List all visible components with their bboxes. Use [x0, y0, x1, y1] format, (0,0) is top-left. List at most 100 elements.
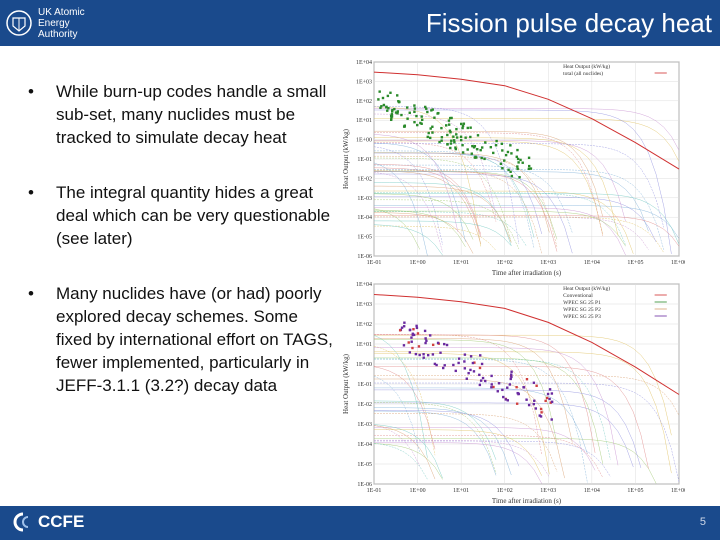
- nuclide-marker: [449, 116, 452, 120]
- nuclide-marker: [420, 122, 423, 125]
- x-tick-label: 1E+00: [410, 260, 426, 266]
- nuclide-marker: [469, 135, 472, 139]
- total-heat-series-line: [373, 294, 680, 395]
- nuclide-marker: [448, 129, 452, 132]
- nuclide-marker: [497, 382, 501, 385]
- nuclide-marker: [492, 385, 495, 389]
- nuclide-marker: [403, 125, 406, 128]
- nuclide-marker: [515, 385, 518, 389]
- nuclide-curve: [374, 192, 626, 246]
- nuclide-marker: [492, 151, 495, 155]
- y-tick-label: 1E+02: [356, 322, 372, 328]
- nuclide-marker: [450, 116, 453, 120]
- nuclide-curve: [374, 351, 672, 474]
- nuclide-marker: [521, 161, 524, 164]
- nuclide-marker: [457, 357, 461, 360]
- nuclide-marker: [515, 402, 519, 405]
- y-axis-label: Heat Output (kW/kg): [342, 353, 350, 414]
- nuclide-curve: [373, 193, 474, 240]
- nuclide-marker: [504, 153, 508, 157]
- nuclide-marker: [479, 148, 482, 152]
- legend-entry: Conventional: [563, 293, 593, 299]
- x-tick-label: 1E+04: [584, 488, 600, 494]
- x-tick-label: 1E+03: [540, 260, 556, 266]
- nuclide-curve: [374, 137, 619, 236]
- nuclide-marker: [507, 168, 510, 172]
- nuclide-marker: [377, 98, 380, 101]
- nuclide-marker: [550, 400, 554, 403]
- nuclide-curve: [374, 215, 680, 247]
- y-tick-label: 1E-04: [357, 442, 372, 448]
- nuclide-curve: [374, 193, 680, 245]
- nuclide-marker: [518, 176, 521, 179]
- nuclide-marker: [435, 363, 438, 367]
- nuclide-marker: [413, 110, 416, 114]
- y-tick-label: 1E+02: [356, 99, 372, 105]
- y-tick-label: 1E-05: [357, 462, 372, 468]
- nuclide-marker: [503, 159, 506, 162]
- nuclide-marker: [516, 167, 519, 171]
- nuclide-marker: [390, 117, 393, 120]
- nuclide-marker: [466, 126, 469, 130]
- nuclide-marker: [394, 111, 398, 114]
- nuclide-curve: [374, 389, 642, 468]
- nuclide-marker: [408, 111, 411, 114]
- nuclide-marker: [440, 139, 443, 142]
- nuclide-marker: [466, 148, 469, 151]
- legend-entry: total (all nuclides): [563, 70, 603, 77]
- nuclide-marker: [398, 329, 402, 332]
- nuclide-marker: [425, 107, 428, 110]
- y-tick-label: 1E-05: [357, 235, 372, 241]
- nuclide-curve: [374, 211, 527, 247]
- nuclide-marker: [415, 326, 419, 330]
- y-tick-label: 1E-06: [357, 254, 372, 260]
- decay-heat-chart-top: 1E-01 1E+00 1E+01 1E+02 1E+03 1E+04 1E+05 1E+06…: [340, 56, 685, 278]
- x-tick-label: 1E+02: [497, 260, 513, 266]
- nuclide-marker: [379, 106, 382, 110]
- nuclide-curve: [374, 182, 512, 246]
- nuclide-curve: [374, 207, 626, 256]
- nuclide-marker: [423, 329, 427, 333]
- nuclide-marker: [494, 144, 498, 147]
- y-tick-label: 1E-01: [357, 157, 372, 163]
- nuclide-marker: [469, 368, 472, 372]
- nuclide-curve: [374, 413, 558, 472]
- nuclide-marker: [476, 148, 479, 151]
- y-tick-label: 1E+01: [356, 118, 372, 124]
- nuclide-marker: [393, 107, 396, 111]
- nuclide-marker: [426, 353, 430, 357]
- nuclide-marker: [550, 392, 554, 395]
- legend-entry: WPEC SG 25 P1: [563, 300, 601, 306]
- nuclide-marker: [467, 371, 470, 375]
- nuclide-marker: [429, 127, 432, 130]
- nuclide-marker: [410, 336, 413, 339]
- nuclide-marker: [416, 123, 419, 127]
- nuclide-marker: [499, 162, 503, 166]
- nuclide-marker: [550, 418, 553, 421]
- y-tick-label: 1E+00: [356, 138, 372, 144]
- nuclide-marker: [527, 167, 531, 171]
- y-tick-label: 1E+03: [356, 302, 372, 308]
- nuclide-marker: [501, 149, 504, 152]
- x-tick-label: 1E+02: [497, 488, 513, 494]
- nuclide-marker: [544, 399, 547, 403]
- nuclide-marker: [540, 411, 543, 414]
- nuclide-marker: [522, 386, 526, 389]
- nuclide-marker: [412, 333, 416, 337]
- nuclide-marker: [495, 139, 498, 143]
- nuclide-marker: [538, 414, 541, 417]
- nuclide-marker: [461, 124, 465, 128]
- nuclide-marker: [473, 361, 476, 364]
- nuclide-marker: [449, 130, 452, 134]
- nuclide-marker: [516, 165, 519, 168]
- nuclide-marker: [454, 146, 457, 149]
- nuclide-marker: [510, 152, 513, 155]
- nuclide-marker: [489, 146, 493, 149]
- nuclide-marker: [443, 364, 446, 367]
- nuclide-marker: [386, 94, 390, 98]
- nuclide-curve: [374, 131, 603, 217]
- x-tick-label: 1E+06: [671, 260, 685, 266]
- nuclide-marker: [508, 383, 512, 386]
- nuclide-marker: [408, 328, 412, 332]
- nuclide-marker: [407, 341, 410, 344]
